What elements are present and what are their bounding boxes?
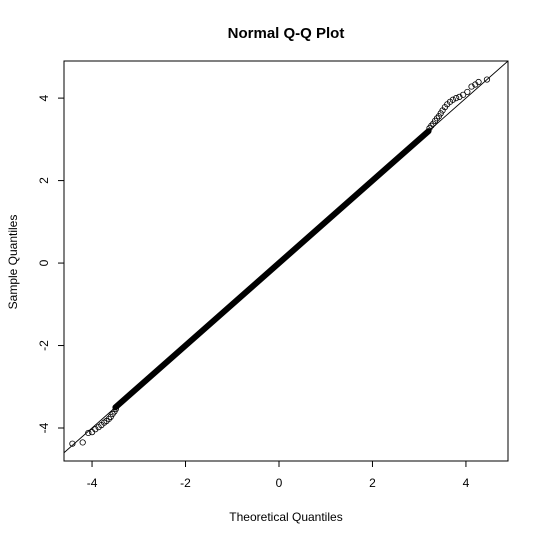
data-point (449, 96, 456, 103)
data-point (464, 88, 471, 96)
x-tick-label: 0 (276, 476, 283, 490)
reference-line (64, 61, 508, 454)
x-tick-label: -2 (180, 476, 191, 490)
x-tick-label: 2 (369, 476, 376, 490)
data-point (456, 93, 463, 100)
data-point (92, 426, 99, 433)
data-point (112, 405, 119, 413)
data-point (428, 122, 435, 129)
y-tick-label: 4 (37, 94, 51, 101)
data-point (88, 429, 96, 436)
dense-points (112, 128, 432, 411)
data-point (79, 439, 86, 446)
y-axis-label: Sample Quantiles (6, 215, 20, 310)
x-axis-label: Theoretical Quantiles (229, 510, 342, 524)
y-axis: -4 -2 0 2 4 (37, 94, 64, 433)
y-tick-label: -2 (37, 340, 51, 351)
plot-area (64, 61, 508, 454)
y-tick-label: 2 (37, 177, 51, 184)
data-point (475, 78, 482, 86)
y-tick-label: 0 (37, 259, 51, 266)
data-point (483, 76, 491, 83)
x-tick-label: 4 (463, 476, 470, 490)
x-tick-label: -4 (87, 476, 98, 490)
data-point (105, 415, 112, 423)
y-tick-label: -4 (37, 422, 51, 433)
data-point (85, 429, 92, 437)
data-point (468, 83, 475, 90)
x-axis: -4 -2 0 2 4 (87, 461, 470, 490)
data-point (69, 440, 76, 447)
plot-frame (63, 60, 509, 462)
data-point (460, 91, 467, 98)
data-point (433, 115, 441, 122)
data-point (453, 95, 460, 102)
chart-title: Normal Q-Q Plot (228, 25, 345, 42)
